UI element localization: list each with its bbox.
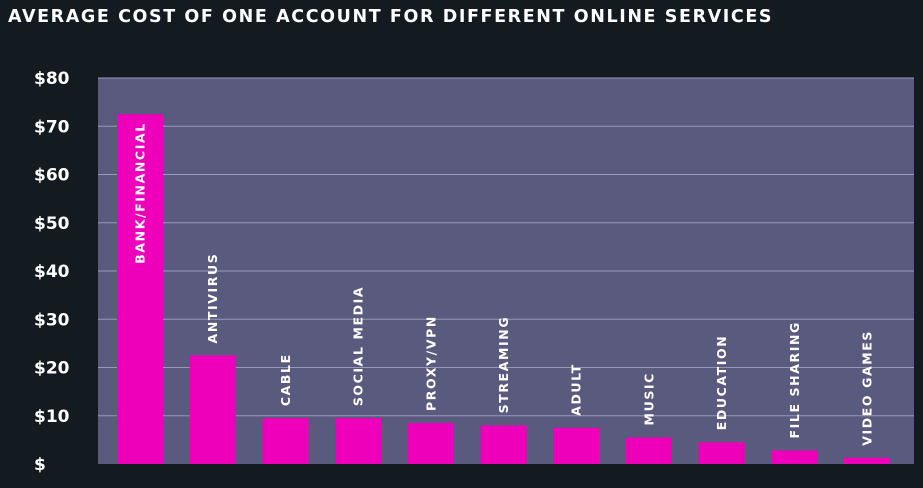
bar: [335, 418, 382, 464]
bar: [553, 427, 600, 464]
bar-label: EDUCATION: [714, 335, 729, 431]
y-tick-label: $10: [34, 407, 70, 427]
bar-label: VIDEO GAMES: [860, 330, 875, 446]
bar: [407, 422, 454, 464]
bar-label: MUSIC: [641, 372, 656, 425]
y-tick-label: $70: [34, 117, 70, 137]
y-tick-label: $: [34, 455, 46, 475]
bar: [189, 355, 236, 464]
bar-label: ANTIVIRUS: [205, 253, 220, 344]
bar: [844, 457, 890, 464]
bar-label: ADULT: [569, 363, 584, 416]
y-tick-label: $30: [34, 310, 70, 330]
bars: [117, 114, 890, 464]
bar-label: CABLE: [278, 353, 293, 406]
bar-labels: BANK/FINANCIAL ANTIVIRUS CABLE SOCIAL MEDIA…: [133, 122, 875, 446]
bar-label: SOCIAL MEDIA: [351, 286, 366, 406]
y-tick-label: $60: [34, 166, 70, 186]
bar: [698, 442, 745, 464]
y-axis: $ $10 $20 $30 $40 $50 $60 $70 $80: [34, 69, 70, 475]
bar-label: FILE SHARING: [787, 321, 802, 438]
bar-label: STREAMING: [496, 316, 511, 414]
bar: [480, 425, 527, 464]
bar: [625, 437, 672, 464]
y-tick-label: $50: [34, 214, 70, 234]
y-tick-label: $40: [34, 262, 70, 282]
bar: [771, 450, 818, 464]
chart-title: AVERAGE COST OF ONE ACCOUNT FOR DIFFEREN…: [8, 7, 774, 27]
bar: [262, 418, 309, 464]
bar-label: PROXY/VPN: [423, 315, 438, 411]
gridlines: [98, 77, 914, 417]
y-tick-label: $80: [34, 69, 70, 89]
y-tick-label: $20: [34, 359, 70, 379]
bar-label: BANK/FINANCIAL: [133, 122, 148, 264]
bar: [117, 114, 163, 464]
